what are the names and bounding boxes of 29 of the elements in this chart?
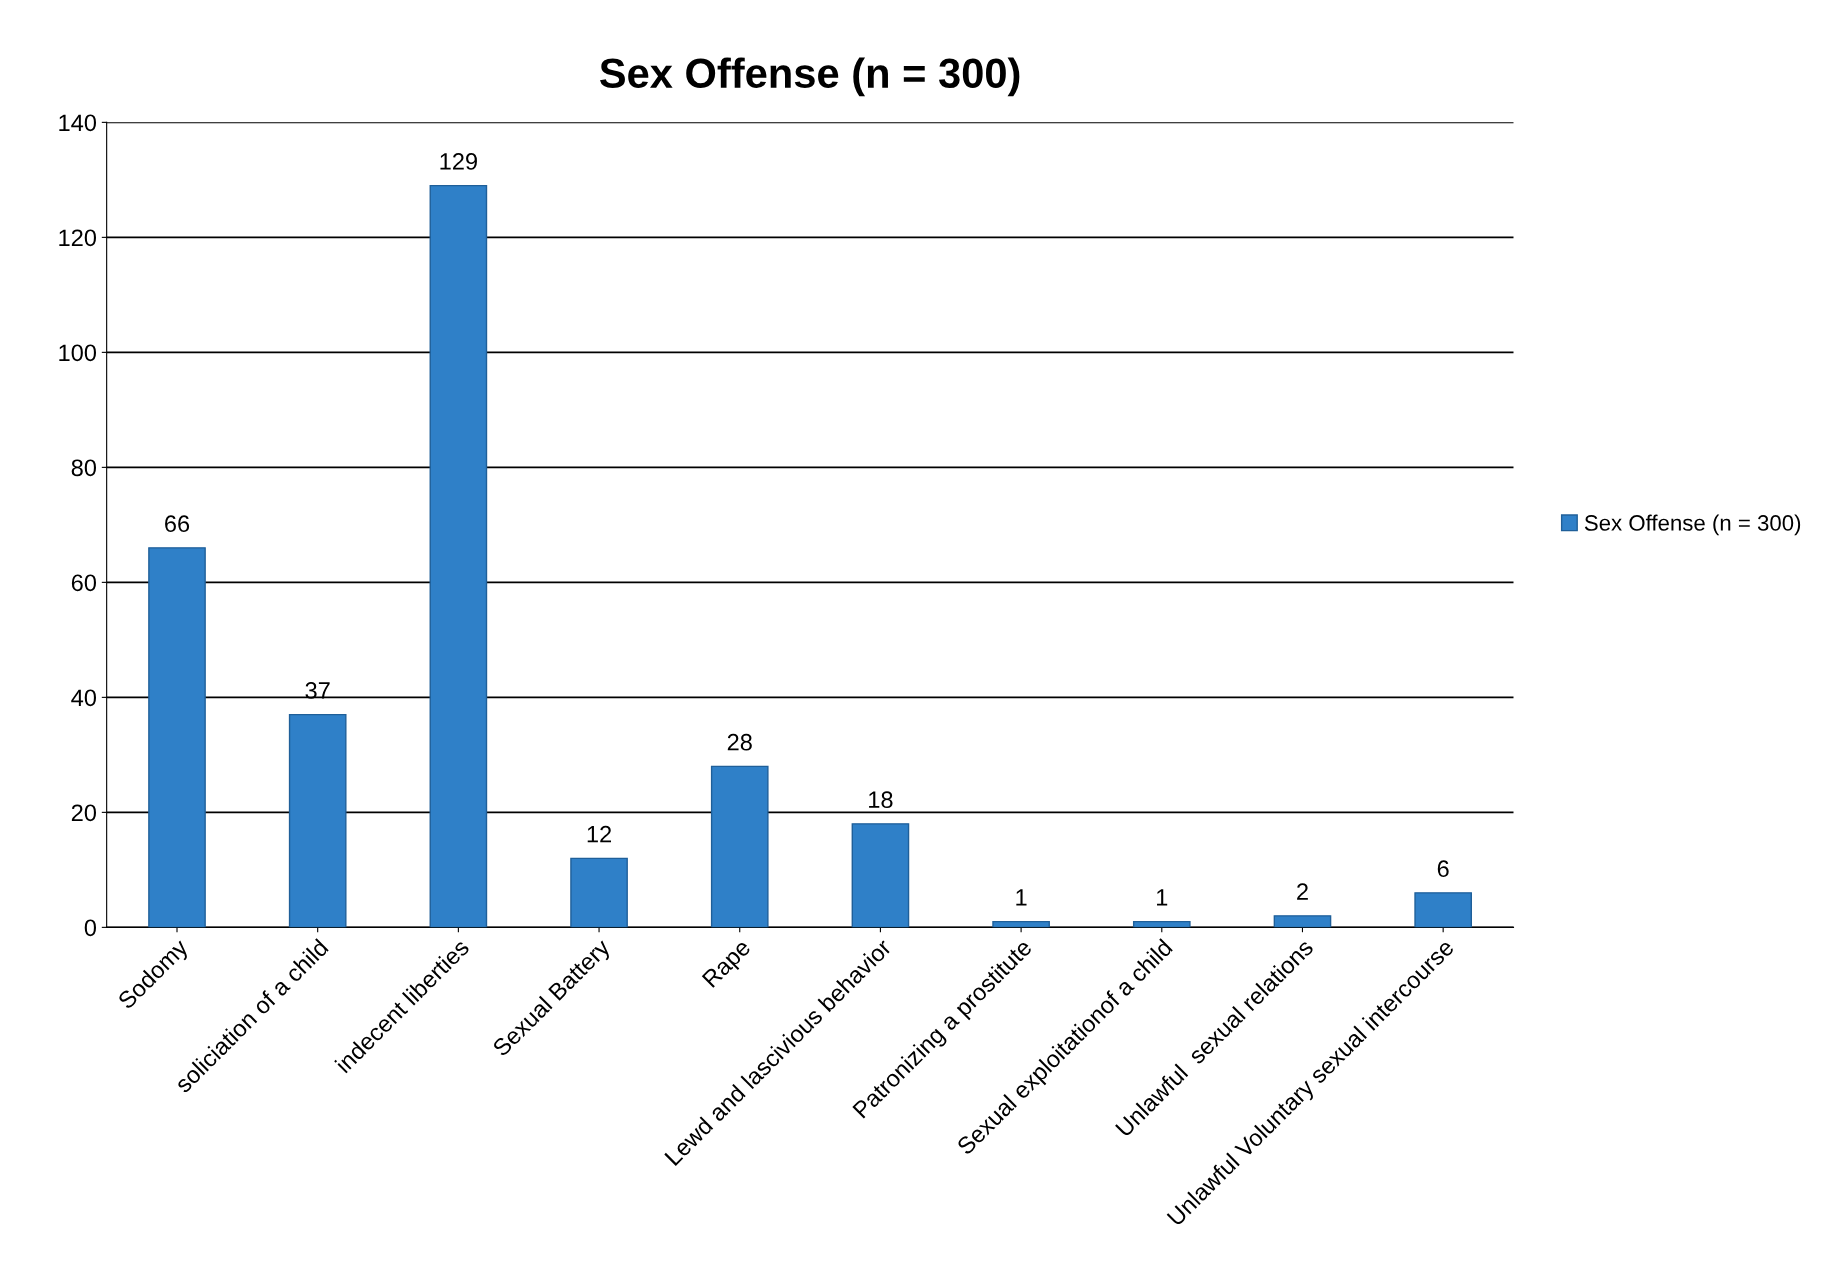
bar	[288, 713, 347, 928]
data-label: 6	[1437, 860, 1449, 878]
y-tick-label: 40	[71, 689, 97, 707]
y-tick-label: 0	[84, 919, 97, 937]
data-label: 12	[587, 825, 611, 843]
bar	[148, 547, 206, 928]
y-tick-label: 20	[71, 804, 97, 822]
bar	[570, 857, 628, 928]
data-label: 1	[1157, 889, 1168, 906]
data-label: 2	[1297, 883, 1308, 900]
y-tick-label: 120	[59, 229, 97, 247]
y-tick-label: 140	[59, 114, 97, 132]
data-label: 18	[869, 791, 893, 809]
chart-title: Sex Offense (n = 300)	[599, 57, 1020, 97]
bar	[710, 765, 769, 928]
legend-label: Sex Offense (n = 300)	[1584, 514, 1801, 536]
data-label: 129	[440, 153, 477, 170]
data-label: 66	[165, 515, 190, 533]
bar	[1273, 915, 1332, 928]
bar	[992, 920, 1050, 928]
y-tick-label: 100	[59, 344, 97, 362]
data-label: 28	[727, 733, 752, 751]
bar	[429, 184, 488, 928]
bar	[1132, 920, 1191, 928]
data-label: 1	[1016, 889, 1027, 906]
y-tick-label: 60	[71, 574, 97, 592]
bar	[1414, 892, 1472, 928]
y-tick-label: 80	[71, 459, 97, 477]
bar	[851, 823, 910, 928]
